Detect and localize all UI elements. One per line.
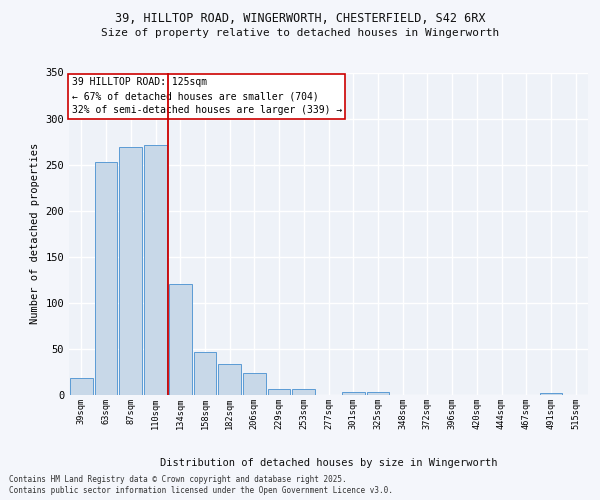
Bar [95, 162, 118, 395]
Bar [367, 392, 389, 395]
Bar [292, 390, 315, 395]
Bar [243, 373, 266, 395]
Text: Size of property relative to detached houses in Wingerworth: Size of property relative to detached ho… [101, 28, 499, 38]
Bar [144, 146, 167, 395]
Y-axis label: Number of detached properties: Number of detached properties [30, 143, 40, 324]
Bar [268, 388, 290, 395]
Text: 39 HILLTOP ROAD: 125sqm
← 67% of detached houses are smaller (704)
32% of semi-d: 39 HILLTOP ROAD: 125sqm ← 67% of detache… [71, 78, 342, 116]
Text: Contains HM Land Registry data © Crown copyright and database right 2025.: Contains HM Land Registry data © Crown c… [9, 475, 347, 484]
Bar [70, 378, 93, 395]
Bar [539, 393, 562, 395]
Bar [342, 392, 365, 395]
Text: 39, HILLTOP ROAD, WINGERWORTH, CHESTERFIELD, S42 6RX: 39, HILLTOP ROAD, WINGERWORTH, CHESTERFI… [115, 12, 485, 26]
Bar [119, 147, 142, 395]
Text: Contains public sector information licensed under the Open Government Licence v3: Contains public sector information licen… [9, 486, 393, 495]
Bar [169, 284, 191, 395]
Bar [194, 352, 216, 395]
Text: Distribution of detached houses by size in Wingerworth: Distribution of detached houses by size … [160, 458, 497, 468]
Bar [218, 364, 241, 395]
